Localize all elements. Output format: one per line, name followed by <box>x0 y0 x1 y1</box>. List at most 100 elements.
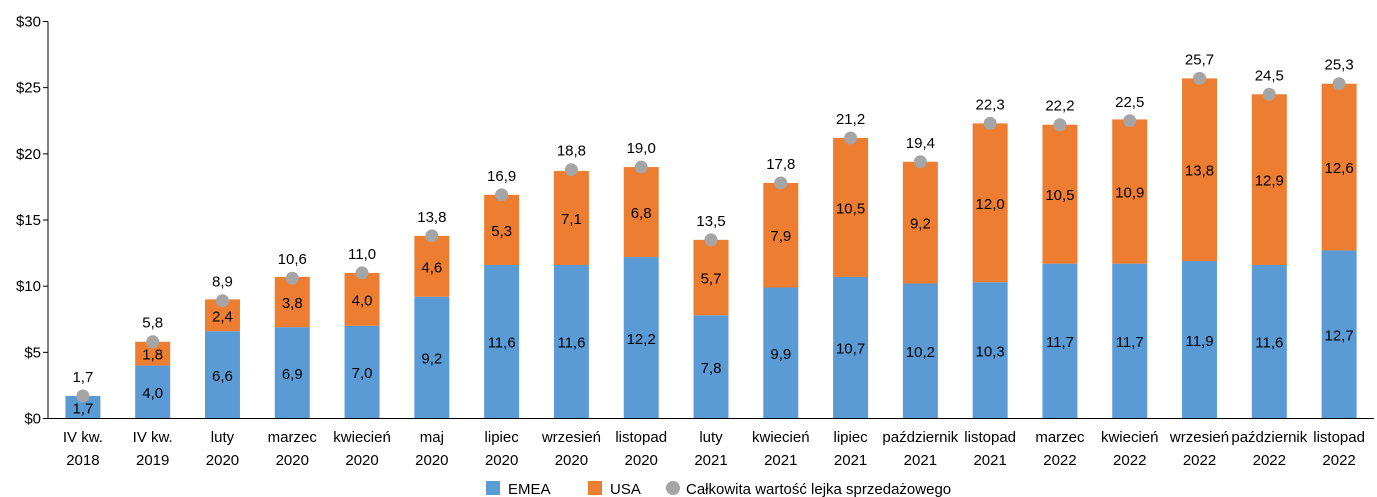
total-marker <box>844 131 858 145</box>
total-marker <box>1193 71 1207 85</box>
bar-group: 6,8 12,2 19,0 <box>623 140 659 419</box>
legend-marker-total <box>666 481 680 495</box>
data-label-emea: 10,3 <box>976 343 1005 360</box>
bar-usa <box>902 161 938 284</box>
data-label-emea: 6,6 <box>212 368 233 385</box>
data-label-total: 5,8 <box>142 315 163 332</box>
data-label-emea: 9,9 <box>770 346 791 363</box>
y-tick-label: $30 <box>16 14 41 31</box>
bar-emea <box>484 264 520 419</box>
legend-label-total: Całkowita wartość lejka sprzedażowego <box>686 481 951 497</box>
x-tick-label-year: 2020 <box>206 452 239 469</box>
x-tick-label: lipiec <box>485 429 520 446</box>
x-tick-label-year: 2020 <box>276 452 309 469</box>
bar-usa <box>623 167 659 258</box>
data-label-emea: 6,9 <box>282 366 303 383</box>
x-tick-label-year: 2022 <box>1113 452 1146 469</box>
y-tick-label: $20 <box>16 146 41 163</box>
bar-group: 2,4 6,6 8,9 <box>204 274 240 419</box>
x-tick-label: listopad <box>1313 429 1365 446</box>
bar-group: 4,6 9,2 13,8 <box>414 209 450 419</box>
x-tick-label-year: 2022 <box>1183 452 1216 469</box>
total-marker <box>704 233 718 247</box>
data-label-usa: 10,5 <box>836 200 865 217</box>
bar-emea <box>693 315 729 419</box>
bar-emea <box>902 283 938 419</box>
y-tick-label: $5 <box>24 344 41 361</box>
bar-usa <box>135 341 171 366</box>
bar-emea <box>972 282 1008 419</box>
x-tick-label: luty <box>211 429 235 446</box>
bar-group: 13,8 11,9 25,7 <box>1182 51 1218 419</box>
x-tick-label-year: 2020 <box>485 452 518 469</box>
total-marker <box>774 176 788 190</box>
data-label-emea: 7,8 <box>701 360 722 377</box>
data-label-total: 22,2 <box>1045 98 1074 115</box>
total-marker <box>564 163 578 177</box>
bar-emea <box>623 257 659 419</box>
data-label-emea: 10,7 <box>836 341 865 358</box>
data-label-total: 1,7 <box>72 369 93 386</box>
x-tick-label: IV kw. <box>63 429 103 446</box>
bar-usa <box>1042 124 1078 264</box>
bar-usa <box>1321 83 1357 251</box>
data-label-usa: 4,0 <box>352 292 373 309</box>
x-axis: IV kw. 2018 IV kw. 2019 luty 2020 marzec 2020 kw… <box>48 418 1374 469</box>
y-tick-label: $15 <box>16 212 41 229</box>
total-marker <box>913 155 927 169</box>
data-label-total: 18,8 <box>557 143 586 160</box>
data-label-emea: 11,7 <box>1116 334 1144 351</box>
legend-label-emea: EMEA <box>508 481 551 497</box>
x-tick-label: kwiecień <box>333 429 391 446</box>
data-label-total: 25,3 <box>1325 57 1354 74</box>
data-label-total: 13,8 <box>417 209 446 226</box>
bar-emea <box>135 365 171 419</box>
bar-usa <box>1251 94 1287 265</box>
data-label-total: 22,3 <box>976 96 1005 113</box>
data-label-total: 22,5 <box>1115 94 1144 111</box>
x-tick-label-year: 2020 <box>555 452 588 469</box>
data-label-usa: 2,4 <box>212 308 233 325</box>
x-tick-label: kwiecień <box>1101 429 1159 446</box>
bar-emea <box>65 396 101 419</box>
data-label-total: 25,7 <box>1185 51 1214 68</box>
x-tick-label-year: 2021 <box>694 452 727 469</box>
bar-emea <box>1042 263 1078 419</box>
bar-usa <box>484 194 520 265</box>
bar-group: 7,1 11,6 18,8 <box>553 143 589 419</box>
legend: EMEA USA Całkowita wartość lejka sprzedażo… <box>486 481 951 497</box>
x-tick-label: listopad <box>964 429 1016 446</box>
bar-group: 4,0 7,0 11,0 <box>344 246 380 419</box>
data-label-usa: 6,8 <box>631 205 652 222</box>
data-label-emea: 11,7 <box>1046 334 1074 351</box>
bar-group: 1,7 1,7 <box>65 369 101 419</box>
bar-usa <box>972 123 1008 283</box>
bar-emea <box>833 276 869 419</box>
bar-group: 5,3 11,6 16,9 <box>484 168 520 419</box>
bar-group: 9,2 10,2 19,4 <box>902 135 938 419</box>
x-tick-label: wrzesień <box>1169 429 1229 446</box>
bar-group: 10,5 11,7 22,2 <box>1042 98 1078 419</box>
data-label-usa: 12,9 <box>1255 173 1284 190</box>
bar-usa <box>1112 119 1148 264</box>
x-tick-label: kwiecień <box>752 429 810 446</box>
bar-emea <box>1321 250 1357 419</box>
data-label-usa: 12,0 <box>976 196 1005 213</box>
data-label-total: 21,2 <box>836 111 865 128</box>
data-label-usa: 7,1 <box>561 211 582 228</box>
total-marker <box>76 389 90 403</box>
total-marker <box>495 188 509 202</box>
x-tick-label: marzec <box>268 429 318 446</box>
bar-group: 10,5 10,7 21,2 <box>833 111 869 419</box>
data-label-emea: 12,7 <box>1325 327 1354 344</box>
x-tick-label-year: 2021 <box>764 452 797 469</box>
data-label-usa: 3,8 <box>282 295 303 312</box>
bar-usa <box>693 239 729 316</box>
x-tick-label-year: 2020 <box>415 452 448 469</box>
x-tick-label-year: 2022 <box>1043 452 1076 469</box>
data-label-usa: 5,7 <box>701 271 722 288</box>
data-label-total: 8,9 <box>212 274 233 291</box>
data-label-usa: 10,9 <box>1115 185 1144 202</box>
data-label-emea: 7,0 <box>352 365 373 382</box>
